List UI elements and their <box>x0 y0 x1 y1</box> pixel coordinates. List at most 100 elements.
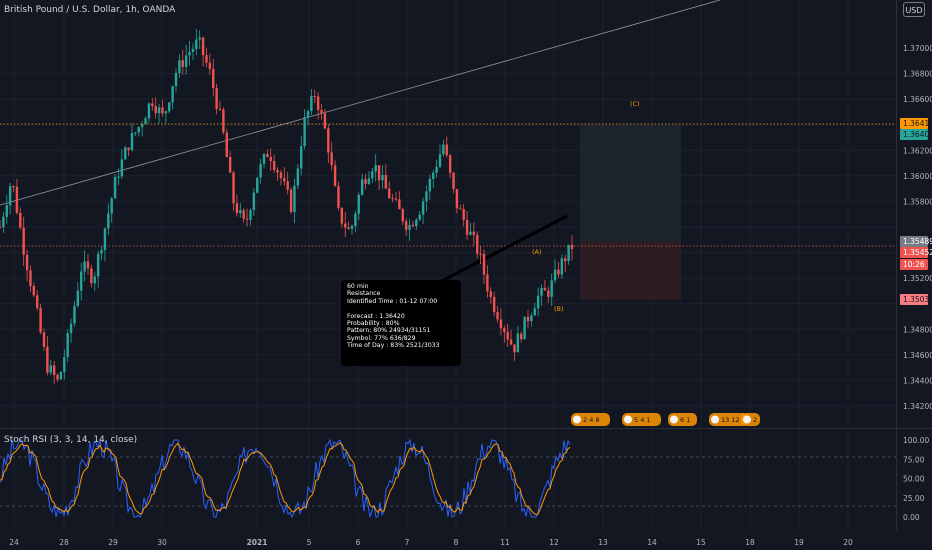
candle-body <box>181 60 184 67</box>
candle-body <box>83 261 86 272</box>
pattern-tooltip: 60 min Resistance Identified Time : 01-12 … <box>341 280 461 366</box>
price-tick-label: 1.37000 <box>903 44 932 53</box>
price-tick-label: 1.35200 <box>903 274 932 283</box>
candle-body <box>404 221 408 230</box>
candle-body <box>435 166 438 173</box>
event-marker[interactable]: 2 <box>741 413 760 426</box>
candle-body <box>547 290 550 297</box>
candle-body <box>42 332 46 347</box>
candle-body <box>252 192 256 211</box>
event-marker[interactable]: 13 12 <box>709 413 748 426</box>
candle-body <box>151 103 154 107</box>
candle-body <box>438 154 442 167</box>
price-tick-label: 1.34800 <box>903 325 932 334</box>
candle-body <box>130 132 134 150</box>
candle-body <box>340 207 344 224</box>
candle-body <box>415 219 418 227</box>
candle-body <box>448 155 452 173</box>
candle-body <box>560 258 564 275</box>
candle-body <box>147 103 151 119</box>
candle-body <box>63 357 66 372</box>
time-tick-label: 24 <box>9 538 19 547</box>
candle-body <box>12 186 15 188</box>
candle-body <box>300 146 303 169</box>
candle-body <box>184 55 188 67</box>
candle-body <box>283 178 286 182</box>
candle-body <box>550 280 553 297</box>
candle-body <box>320 109 323 114</box>
candle-body <box>120 159 124 177</box>
candle-body <box>293 185 296 213</box>
candle-body <box>205 55 208 63</box>
price-tick-label: 1.35800 <box>903 197 932 206</box>
time-tick-label: 29 <box>108 538 118 547</box>
candle-body <box>276 169 279 173</box>
candle-body <box>344 223 347 228</box>
candle-body <box>178 60 181 74</box>
event-marker[interactable]: 6 1 <box>668 413 697 426</box>
candle-body <box>80 271 83 291</box>
candle-body <box>310 96 313 112</box>
candle-body <box>411 224 415 227</box>
price-tick-label: 1.36600 <box>903 95 932 104</box>
tooltip-line: Probability : 80% <box>347 320 400 328</box>
forecast-zone-stop <box>580 241 681 300</box>
symbol-title[interactable]: British Pound / U.S. Dollar, 1h, OANDA <box>4 5 176 15</box>
candle-body <box>259 163 262 178</box>
candle-body <box>137 127 140 133</box>
candle-body <box>90 268 93 284</box>
candle-body <box>516 333 520 353</box>
candle-body <box>442 144 445 155</box>
candle-body <box>553 269 557 281</box>
candle-body <box>262 153 266 164</box>
candle-body <box>394 198 398 200</box>
candle-body <box>36 295 39 308</box>
indicator-tick-label: 100.00 <box>903 436 929 445</box>
candle-body <box>201 37 205 56</box>
wave-label-a: (A) <box>532 248 542 256</box>
candle-body <box>144 118 147 125</box>
candle-body <box>513 344 516 353</box>
candle-body <box>164 111 168 114</box>
time-tick-label: 12 <box>549 538 559 547</box>
candle-body <box>107 213 110 229</box>
candle-body <box>333 165 337 186</box>
candle-body <box>49 365 52 373</box>
candle-body <box>134 132 137 134</box>
price-tag: 1.36410 <box>900 117 932 129</box>
indicator-tick-label: 50.00 <box>903 475 925 484</box>
event-marker[interactable]: 2 4 8 <box>571 413 610 426</box>
candle-body <box>188 52 191 56</box>
candle-body <box>323 113 327 129</box>
candle-body <box>496 312 499 320</box>
candle-body <box>506 331 509 340</box>
currency-badge[interactable]: USD <box>903 2 925 17</box>
candle-body <box>19 212 22 228</box>
candle-body <box>198 37 201 40</box>
candle-body <box>523 316 526 340</box>
grid-lines <box>0 0 896 530</box>
candle-body <box>266 153 269 157</box>
time-tick-label: 30 <box>157 538 167 547</box>
event-marker-label: 13 12 <box>721 416 740 424</box>
candle-body <box>127 147 130 150</box>
time-tick-label: 19 <box>794 538 804 547</box>
candle-body <box>279 172 283 179</box>
candle-body <box>401 209 404 222</box>
indicator-title[interactable]: Stoch RSI (3, 3, 14, 14, close) <box>4 435 138 445</box>
candle-body <box>476 234 479 254</box>
candle-body <box>337 185 340 208</box>
tooltip-line: Symbol: 77% 636/829 <box>347 334 416 342</box>
wave-label-c: (C) <box>630 100 640 108</box>
candle-body <box>212 68 215 89</box>
candle-body <box>374 165 377 172</box>
candle-body <box>313 96 316 98</box>
price-tag: 10:26 <box>900 258 928 270</box>
event-markers[interactable]: 2 4 8 5 4 1 6 1 13 12 2 <box>571 413 760 426</box>
candle-body <box>15 186 19 213</box>
event-marker[interactable]: 5 4 1 <box>622 413 661 426</box>
candle-body <box>381 174 384 181</box>
candle-body <box>509 339 513 345</box>
candle-body <box>286 181 289 190</box>
